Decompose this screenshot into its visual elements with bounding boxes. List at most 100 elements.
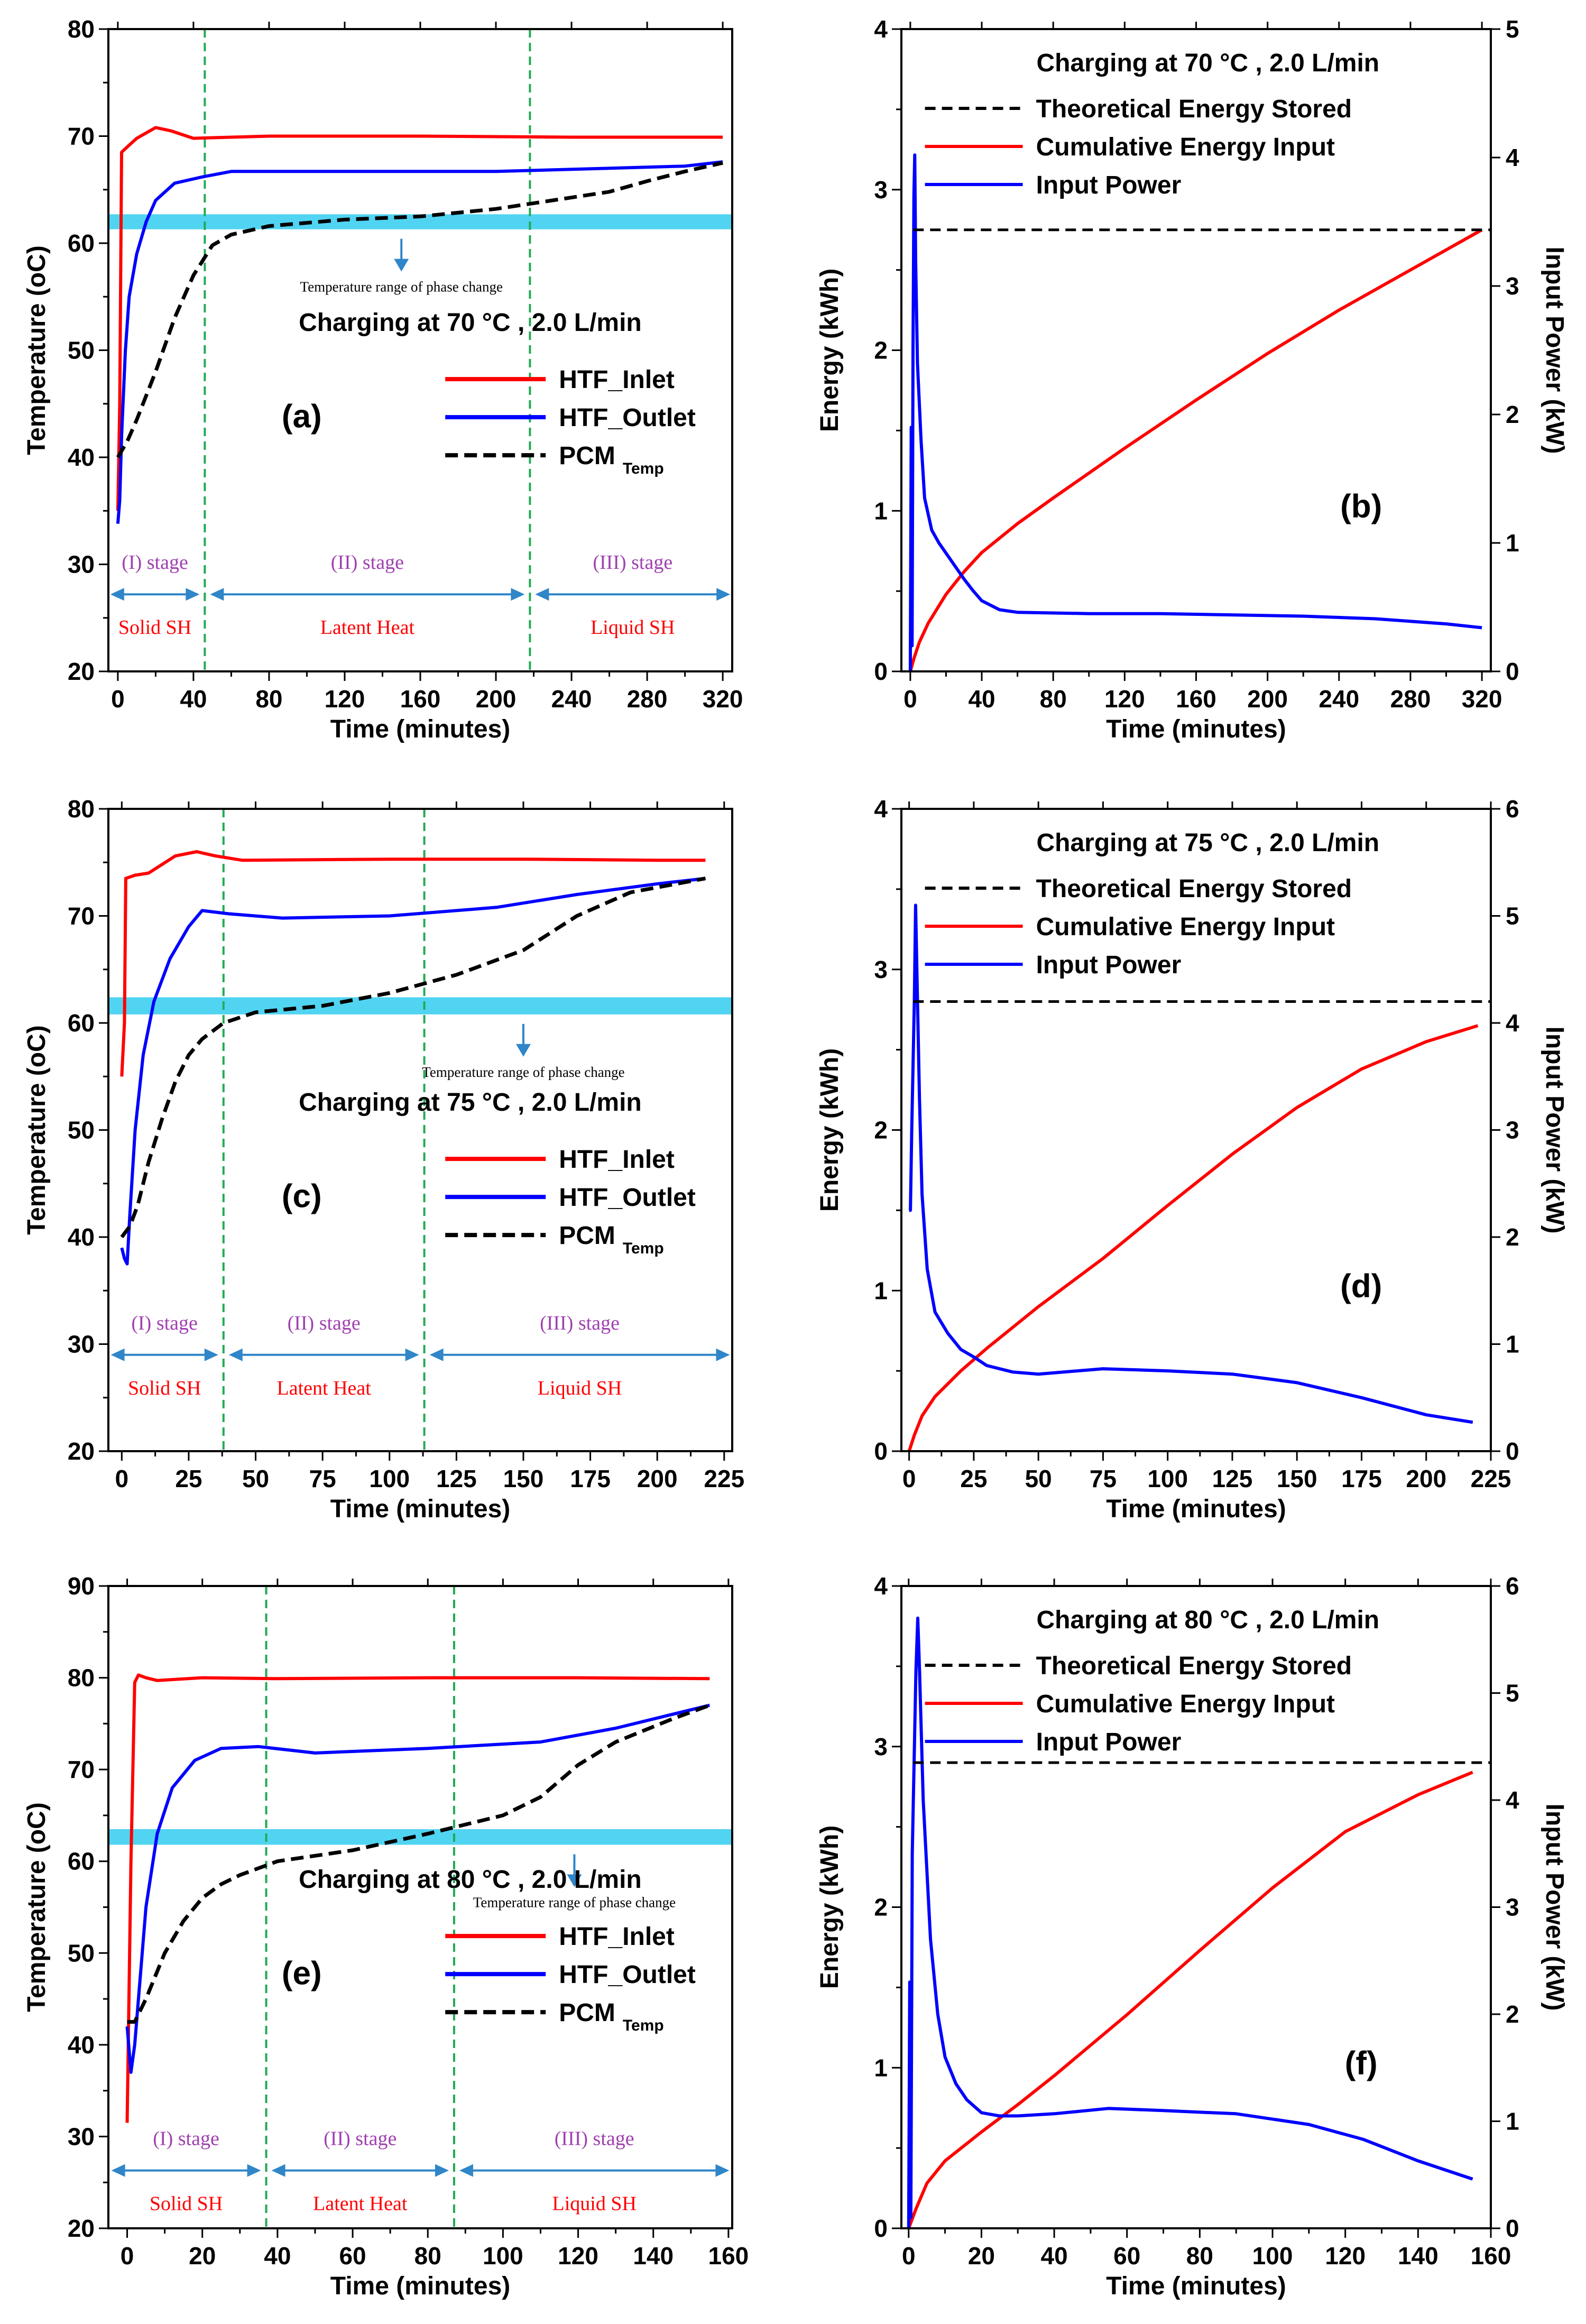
y-tick-label: 40 xyxy=(68,2031,95,2059)
y2-axis-label: Input Power (kW) xyxy=(1541,1027,1569,1234)
y-tick-label: 4 xyxy=(874,795,888,823)
x-tick-label: 0 xyxy=(121,2242,134,2270)
x-tick-label: 200 xyxy=(1406,1465,1446,1492)
y2-tick-label: 5 xyxy=(1506,902,1519,930)
stage-arrowhead-right xyxy=(247,2164,261,2177)
x-tick-label: 25 xyxy=(960,1465,987,1492)
y-tick-label: 1 xyxy=(874,2054,888,2081)
series-htf-outlet xyxy=(120,877,706,1266)
x-axis-label: Time (minutes) xyxy=(1106,2272,1286,2300)
legend-label: HTF_Outlet xyxy=(559,1961,696,1989)
y-tick-label: 3 xyxy=(874,956,888,983)
y-tick-label: 4 xyxy=(874,1572,888,1600)
series-htf-inlet xyxy=(125,1673,710,2123)
y-tick-label: 30 xyxy=(68,1331,95,1358)
panel-label: (a) xyxy=(282,398,322,435)
stage-arrowhead-left xyxy=(459,2164,473,2177)
y2-tick-label: 6 xyxy=(1506,1572,1519,1600)
x-tick-label: 175 xyxy=(1341,1465,1382,1492)
legend-label: Cumulative Energy Input xyxy=(1036,133,1335,161)
x-tick-label: 20 xyxy=(189,2242,216,2270)
plot-frame xyxy=(107,28,733,672)
stage-name-1: Solid SH xyxy=(118,616,191,639)
y2-tick-label: 4 xyxy=(1506,1786,1519,1814)
y-axis-label: Energy (kWh) xyxy=(816,1825,844,1989)
x-tick-label: 225 xyxy=(704,1465,744,1492)
stage-label-2: (II) stage xyxy=(331,551,404,574)
y-tick-label: 1 xyxy=(874,497,888,524)
y-tick-label: 70 xyxy=(68,902,95,930)
x-tick-label: 100 xyxy=(483,2242,523,2270)
x-tick-label: 160 xyxy=(1176,685,1216,713)
y2-tick-label: 0 xyxy=(1506,1437,1519,1465)
stage-arrowhead-right xyxy=(511,588,525,601)
x-tick-label: 140 xyxy=(1398,2242,1439,2270)
y-tick-label: 3 xyxy=(874,176,888,204)
x-tick-label: 40 xyxy=(180,685,207,713)
y2-tick-label: 3 xyxy=(1506,1117,1519,1144)
series-cumulative-energy-input xyxy=(909,228,1483,672)
stage-label-1: (I) stage xyxy=(153,2128,219,2150)
x-tick-label: 240 xyxy=(551,685,592,713)
x-tick-label: 80 xyxy=(1186,2242,1213,2270)
y2-tick-label: 1 xyxy=(1506,529,1519,557)
stage-arrowhead-right xyxy=(715,2164,730,2177)
x-axis-label: Time (minutes) xyxy=(330,2272,511,2300)
series-htf-inlet xyxy=(120,850,706,1077)
stage-arrowhead-right xyxy=(716,588,731,601)
x-tick-label: 125 xyxy=(436,1465,477,1492)
x-tick-label: 0 xyxy=(903,685,917,713)
legend-label: Input Power xyxy=(1036,951,1182,979)
stage-arrowhead-right xyxy=(186,588,200,601)
x-tick-label: 120 xyxy=(1325,2242,1366,2270)
series-cumulative-energy-input xyxy=(907,1024,1479,1452)
stage-name-3: Liquid SH xyxy=(538,1377,622,1399)
y2-tick-label: 1 xyxy=(1506,2108,1519,2135)
stage-name-2: Latent Heat xyxy=(320,616,415,639)
chart-title: Charging at 80 °C , 2.0 L/min xyxy=(1036,1606,1379,1634)
stage-label-2: (II) stage xyxy=(288,1312,361,1334)
x-tick-label: 100 xyxy=(1252,2242,1293,2270)
y2-tick-label: 5 xyxy=(1506,15,1519,43)
y-tick-label: 1 xyxy=(874,1277,888,1304)
stage-arrowhead-left xyxy=(110,588,124,601)
y2-tick-label: 5 xyxy=(1506,1680,1519,1707)
y-axis-label: Temperature (oC) xyxy=(23,1025,51,1235)
y-tick-label: 40 xyxy=(68,1223,95,1251)
y-tick-label: 70 xyxy=(68,123,95,150)
series-pcm-temp xyxy=(116,161,723,458)
band-arrow-head xyxy=(394,259,409,272)
y-tick-label: 60 xyxy=(68,1009,95,1037)
band-arrow-head xyxy=(515,1044,531,1057)
y2-tick-label: 3 xyxy=(1506,272,1519,300)
stage-arrowhead-left xyxy=(535,588,549,601)
plot-frame xyxy=(900,28,1492,672)
legend-label: HTF_Outlet xyxy=(559,1184,696,1212)
legend-label: Input Power xyxy=(1036,171,1182,199)
stage-name-1: Solid SH xyxy=(128,1377,201,1399)
y2-tick-label: 2 xyxy=(1506,1223,1519,1251)
legend-label: PCM Temp xyxy=(559,442,663,477)
x-tick-label: 140 xyxy=(633,2242,674,2270)
series-input-power xyxy=(907,1616,1473,2229)
x-tick-label: 200 xyxy=(637,1465,678,1492)
y2-axis-label: Input Power (kW) xyxy=(1541,1804,1569,2011)
x-tick-label: 100 xyxy=(1147,1465,1188,1492)
stage-label-3: (III) stage xyxy=(593,551,672,574)
y-tick-label: 20 xyxy=(68,658,95,685)
x-tick-label: 40 xyxy=(1040,2242,1067,2270)
phase-change-band xyxy=(108,1829,732,1845)
legend-label: PCM Temp xyxy=(559,1999,663,2034)
y-axis-label: Energy (kWh) xyxy=(816,1048,844,1212)
y-tick-label: 0 xyxy=(874,658,888,685)
series-input-power xyxy=(909,903,1473,1424)
plot-frame xyxy=(900,808,1492,1452)
y2-tick-label: 0 xyxy=(1506,2215,1519,2242)
series-htf-outlet xyxy=(125,1703,711,2074)
x-tick-label: 150 xyxy=(1277,1465,1317,1492)
x-tick-label: 40 xyxy=(264,2242,291,2270)
x-tick-label: 320 xyxy=(703,685,743,713)
legend-label: Cumulative Energy Input xyxy=(1036,913,1335,941)
